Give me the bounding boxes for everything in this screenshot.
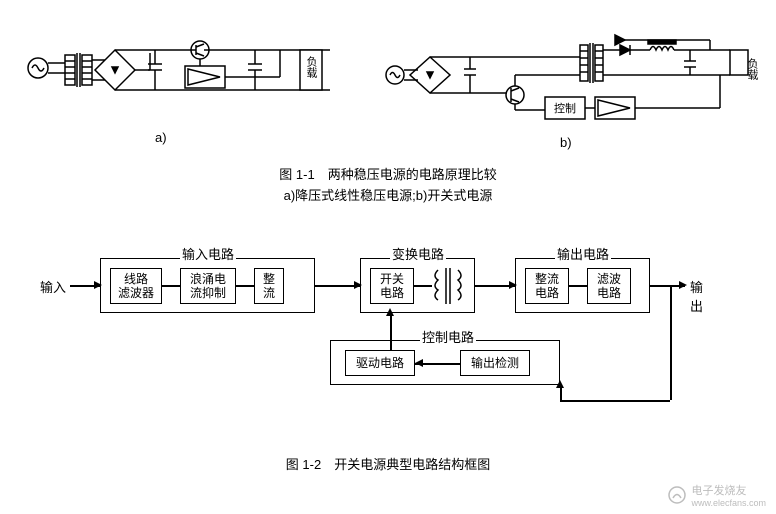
circuit-b-label: b) — [560, 135, 572, 150]
input-section-label: 输入电路 — [180, 244, 236, 263]
control-text: 控制 — [554, 101, 576, 115]
output-label: 输出 — [690, 277, 710, 315]
figure2-caption-text: 图 1-2 开关电源典型电路结构框图 — [0, 455, 776, 476]
output-section-label: 输出电路 — [555, 244, 611, 263]
watermark-icon — [667, 485, 687, 505]
conn2 — [236, 285, 254, 287]
watermark-brand: 电子发烧友 — [691, 482, 766, 498]
surge-block: 浪涌电 流抑制 — [180, 268, 236, 304]
figure1-caption: 图 1-1 两种稳压电源的电路原理比较 a)降压式线性稳压电源;b)开关式电源 — [0, 165, 776, 207]
switch-block: 开关 电路 — [370, 268, 414, 304]
transformer-icon — [432, 266, 466, 306]
conn4 — [414, 285, 432, 287]
fb2-arrow — [386, 308, 394, 316]
fb1-h — [560, 400, 670, 402]
fb1-v — [670, 285, 672, 400]
conn6 — [569, 285, 587, 287]
convert-section-label: 变换电路 — [390, 244, 446, 263]
load-b-text: 负载 — [746, 57, 759, 80]
figure1-caption-line1: 图 1-1 两种稳压电源的电路原理比较 — [0, 165, 776, 186]
circuit-b: 控制 负载 — [380, 25, 760, 135]
circuit-a: 负载 — [20, 30, 340, 130]
circuit-a-label: a) — [155, 130, 167, 145]
load-a-text: 负载 — [305, 55, 318, 78]
watermark: 电子发烧友 www.elecfans.com — [667, 482, 766, 508]
line-filter-block: 线路 滤波器 — [110, 268, 162, 304]
conn1 — [162, 285, 180, 287]
rectifier-block: 整 流 — [254, 268, 284, 304]
control-section-label: 控制电路 — [420, 327, 476, 346]
output-detect-block: 输出检测 — [460, 350, 530, 376]
figure1-caption-line2: a)降压式线性稳压电源;b)开关式电源 — [0, 186, 776, 207]
circuit-a-svg: 负载 — [20, 30, 340, 130]
figure2-caption: 图 1-2 开关电源典型电路结构框图 — [0, 455, 776, 476]
filter-circuit-block: 滤波 电路 — [587, 268, 631, 304]
input-label: 输入 — [40, 277, 66, 296]
circuit-b-svg: 控制 负载 — [380, 25, 760, 135]
output-arrow — [679, 281, 687, 289]
arrow7 — [415, 359, 423, 367]
rect-circuit-block: 整流 电路 — [525, 268, 569, 304]
watermark-url: www.elecfans.com — [691, 498, 766, 508]
fb1-arrow — [556, 380, 564, 388]
fb2 — [390, 313, 392, 350]
block-diagram: 输入 输入电路 线路 滤波器 浪涌电 流抑制 整 流 变换电路 开关 电路 输出… — [70, 240, 710, 420]
drive-block: 驱动电路 — [345, 350, 415, 376]
